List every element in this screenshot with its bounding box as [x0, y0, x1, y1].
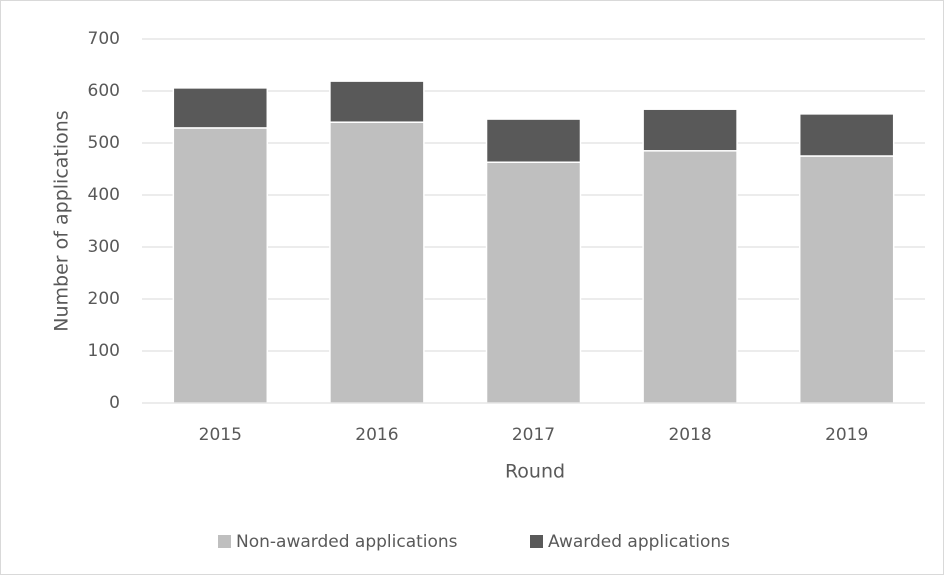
bar-segment — [485, 118, 582, 163]
x-tick-label: 2019 — [825, 425, 868, 445]
bar-segment — [329, 121, 425, 404]
y-tick-label: 600 — [88, 81, 120, 101]
bar-segment — [172, 87, 269, 129]
bar-segment — [485, 161, 582, 404]
bar-segment — [172, 127, 269, 404]
y-tick-label: 500 — [88, 133, 120, 153]
bar-segment — [642, 150, 738, 404]
x-tick-label: 2015 — [199, 425, 242, 445]
bar-segment — [642, 108, 738, 152]
y-tick-label: 700 — [88, 29, 120, 49]
legend-label: Non-awarded applications — [236, 532, 458, 552]
x-tick-label: 2017 — [512, 425, 555, 445]
y-axis-title: Number of applications — [51, 110, 73, 331]
y-tick-label: 100 — [88, 341, 120, 361]
x-axis-title: Round — [505, 461, 565, 483]
y-tick-label: 0 — [109, 393, 120, 413]
bar-segment — [329, 80, 425, 123]
y-tick-label: 300 — [88, 237, 120, 257]
bar-segment — [798, 155, 895, 404]
legend-swatch — [218, 535, 231, 548]
legend-label: Awarded applications — [548, 532, 730, 552]
y-tick-label: 200 — [88, 289, 120, 309]
x-tick-label: 2016 — [355, 425, 398, 445]
legend-swatch — [530, 535, 543, 548]
bar-segment — [798, 113, 895, 157]
y-tick-label: 400 — [88, 185, 120, 205]
x-tick-label: 2018 — [668, 425, 711, 445]
